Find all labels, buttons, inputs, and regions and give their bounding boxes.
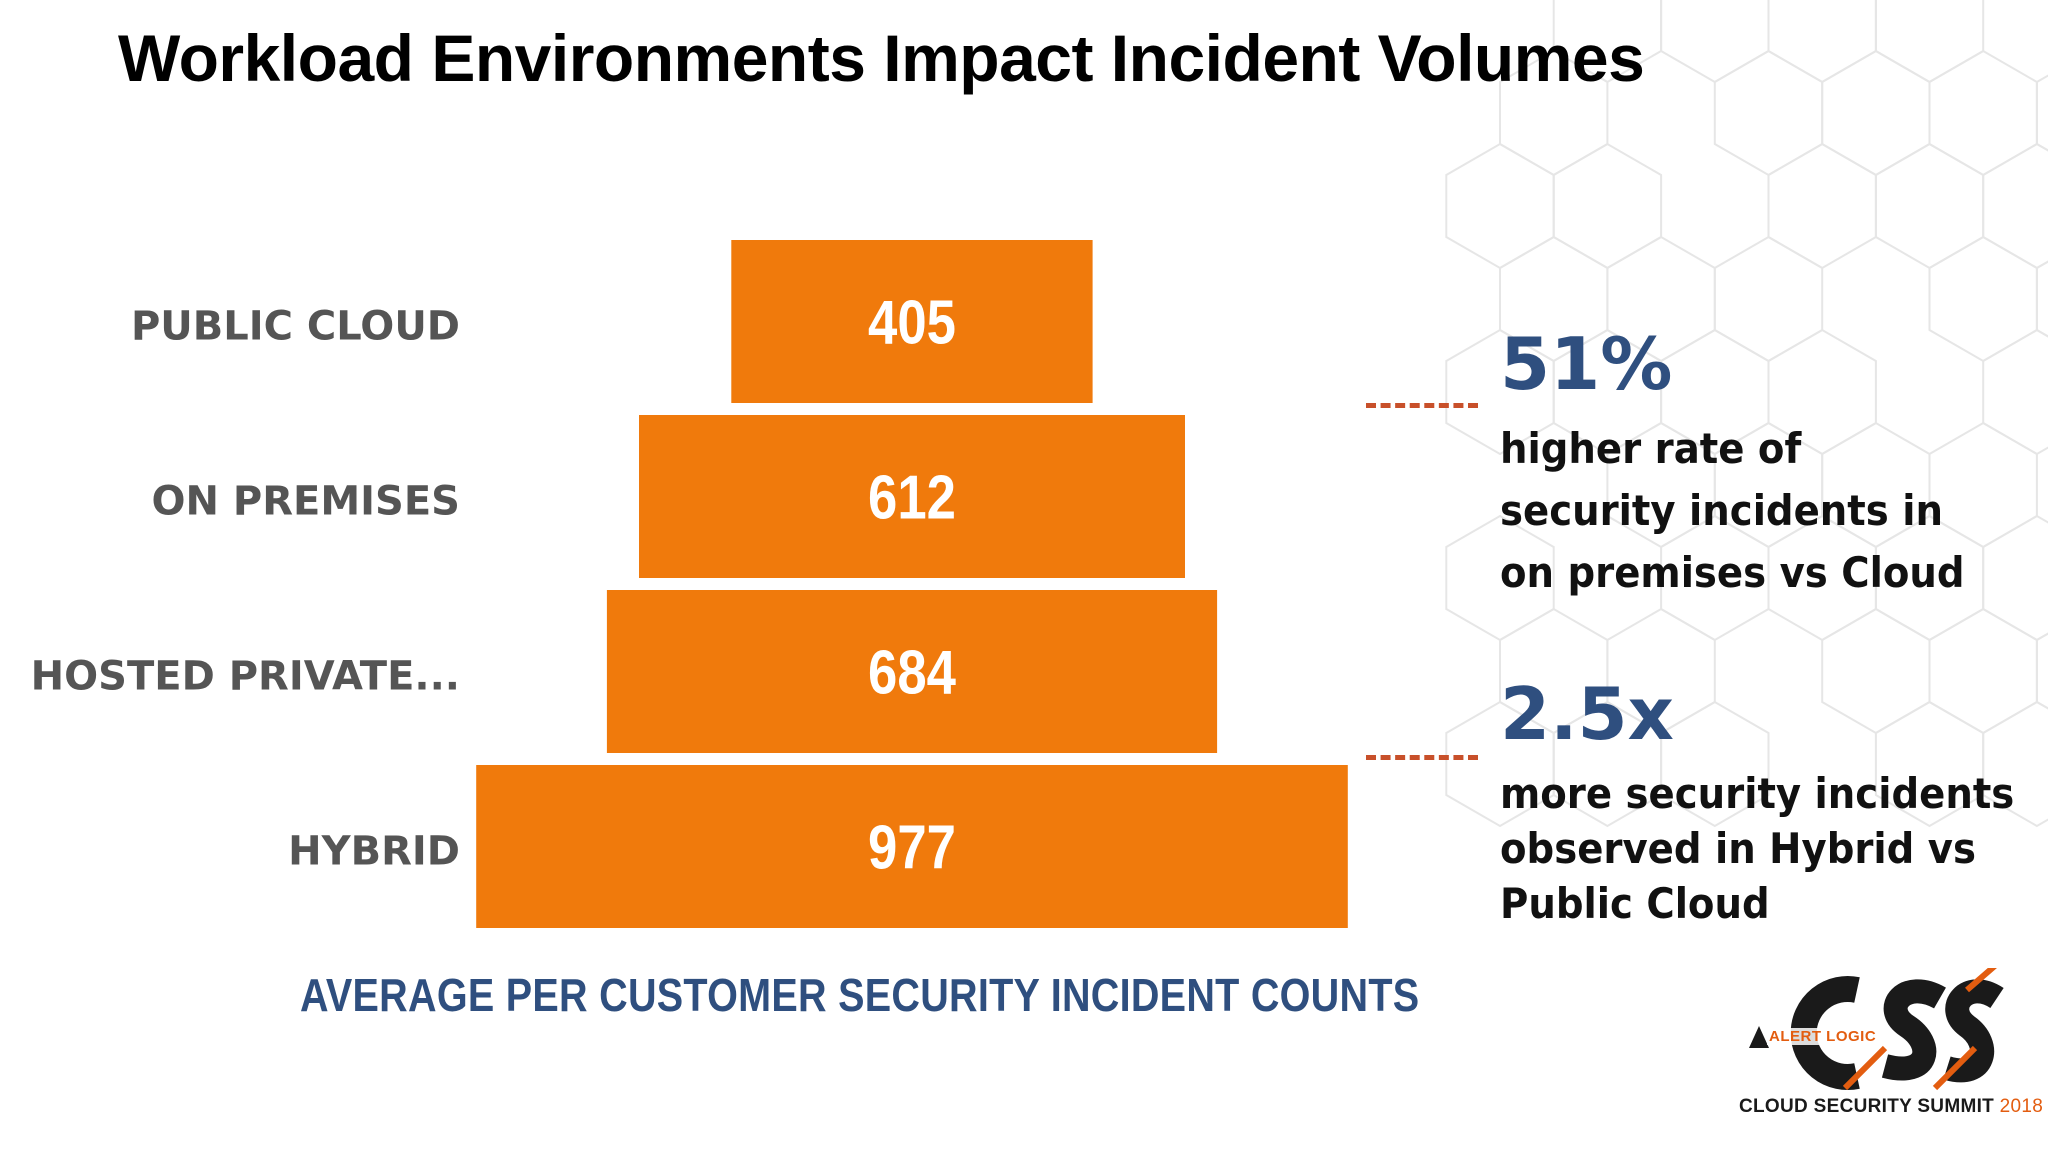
bar-hybrid [476, 765, 1348, 928]
leader-line [1366, 755, 1478, 760]
cloud-security-summit-logo: ALERT LOGIC CLOUD SECURITY SUMMIT 2018 [1735, 961, 2043, 1128]
stat-value: 2.5x [1500, 672, 1674, 756]
stat-line: on premises vs Cloud [1500, 548, 1965, 597]
bar-hosted-private [606, 590, 1218, 753]
stat-callout-onprem: 51% higher rate of security incidents in… [1500, 328, 2040, 604]
stat-line: security incidents in [1500, 486, 1943, 535]
stat-line: higher rate of [1500, 424, 1802, 473]
bar-on-premises [639, 415, 1185, 578]
category-label: ON PREMISES [152, 479, 460, 525]
logo-tagline-text: CLOUD SECURITY SUMMIT [1739, 1096, 1995, 1117]
category-label: HOSTED PRIVATE... [31, 654, 460, 700]
category-label: HYBRID [288, 829, 460, 875]
bar-value-label: 977 [868, 814, 956, 883]
stat-description: higher rate of security incidents in on … [1500, 418, 1997, 604]
logo-year: 2018 [1999, 1096, 2044, 1117]
stat-line: Public Cloud [1500, 879, 1770, 928]
stat-value: 51% [1500, 322, 1673, 406]
logo-brand-text: ALERT LOGIC [1767, 1028, 1879, 1045]
chart-caption: AVERAGE PER CUSTOMER SECURITY INCIDENT C… [300, 969, 1420, 1021]
bar-value-label: 612 [868, 464, 956, 533]
stat-callout-hybrid: 2.5x more security incidents observed in… [1500, 678, 2040, 931]
category-label: PUBLIC CLOUD [131, 304, 460, 350]
hexagon-shape [1660, 700, 1770, 828]
bar-public-cloud [731, 240, 1093, 403]
logo-tagline: CLOUD SECURITY SUMMIT 2018 [1739, 1096, 2043, 1118]
hexagon-shape [1982, 700, 2048, 828]
slide-title: Workload Environments Impact Incident Vo… [118, 21, 1645, 95]
stat-description: more security incidents observed in Hybr… [1500, 766, 2014, 931]
stat-line: observed in Hybrid vs [1500, 824, 1976, 873]
bar-value-label: 405 [868, 289, 956, 358]
stat-line: more security incidents [1500, 769, 2015, 818]
bar-value-label: 684 [868, 639, 956, 708]
leader-line [1366, 403, 1478, 408]
